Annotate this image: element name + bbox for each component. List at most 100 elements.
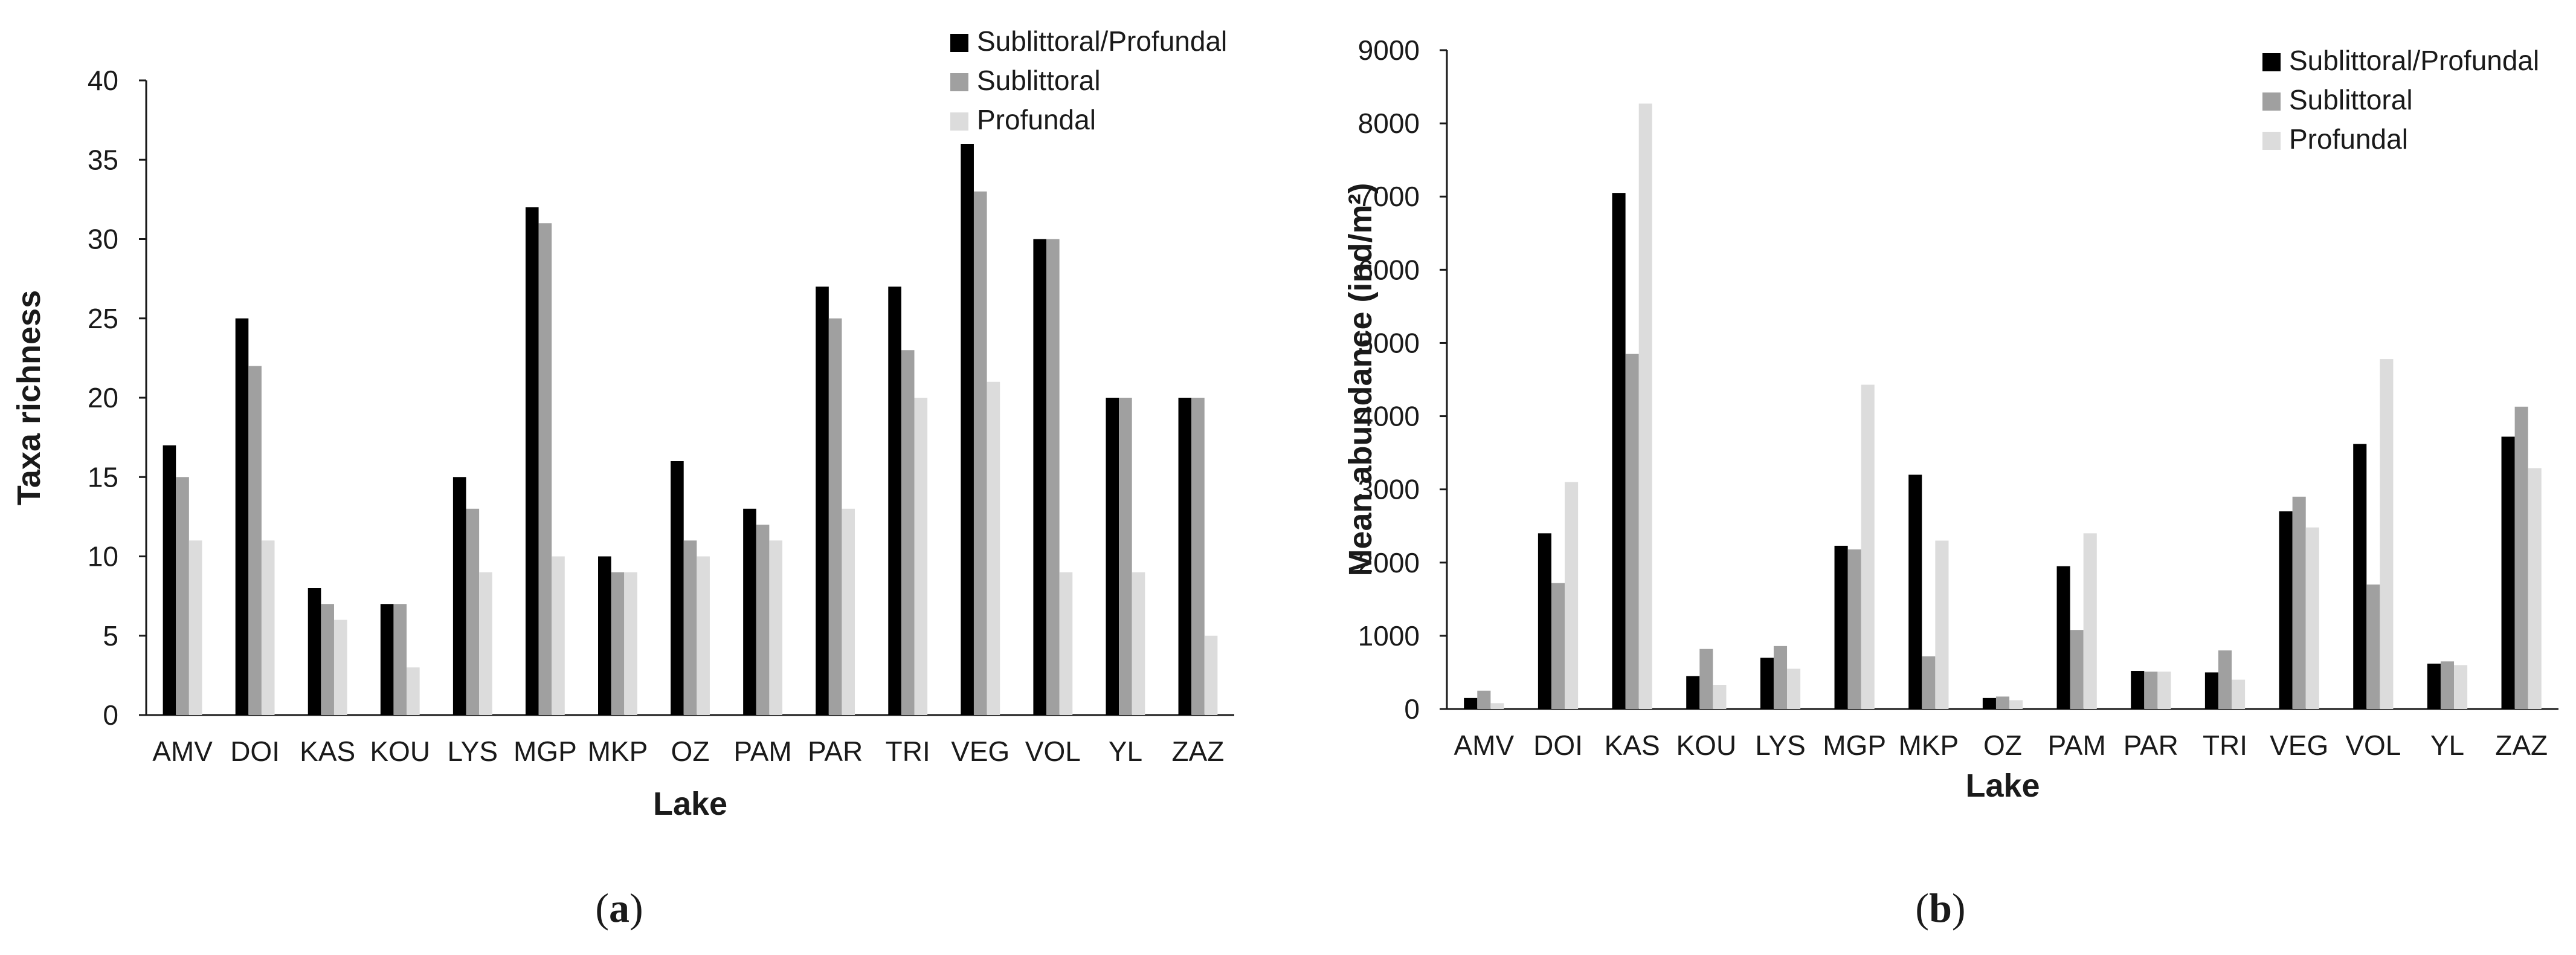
bar-zaz-profundal — [2528, 468, 2542, 709]
bar-doi-profundal — [261, 540, 275, 715]
bar-tri-sublittoral-profundal — [888, 286, 901, 715]
legend-swatch — [2262, 132, 2281, 150]
bar-doi-sublittoral-profundal — [1538, 533, 1551, 709]
bar-kas-profundal — [333, 620, 347, 715]
legend-swatch — [2262, 92, 2281, 111]
bar-oz-sublittoral — [683, 540, 697, 715]
bar-yl-sublittoral-profundal — [1106, 398, 1119, 715]
bar-yl-profundal — [1132, 572, 1145, 715]
bar-pam-sublittoral-profundal — [743, 508, 756, 715]
bar-tri-sublittoral — [2218, 650, 2232, 709]
x-tick-label-yl: YL — [2430, 730, 2464, 761]
bar-vol-profundal — [2380, 359, 2394, 709]
bar-amv-sublittoral-profundal — [163, 445, 176, 715]
bar-kou-sublittoral-profundal — [380, 604, 394, 715]
y-tick-label: 4000 — [1358, 401, 1420, 432]
bar-par-sublittoral-profundal — [2131, 671, 2145, 709]
y-tick-label: 10 — [88, 541, 118, 572]
bar-amv-sublittoral-profundal — [1464, 698, 1478, 709]
bar-vol-sublittoral-profundal — [2353, 444, 2367, 709]
legend-label: Sublittoral/Profundal — [977, 25, 1227, 57]
bar-veg-profundal — [987, 381, 1000, 715]
y-tick-label: 0 — [1404, 693, 1420, 725]
x-tick-label-zaz: ZAZ — [2495, 730, 2548, 761]
x-tick-label-amv: AMV — [152, 736, 213, 767]
legend-swatch — [950, 73, 968, 91]
bar-mgp-sublittoral — [1847, 549, 1861, 709]
bar-mgp-sublittoral-profundal — [525, 207, 539, 715]
y-tick-label: 1000 — [1358, 620, 1420, 652]
x-tick-label-mgp: MGP — [1823, 730, 1886, 761]
bar-par-sublittoral-profundal — [816, 286, 829, 715]
bar-veg-sublittoral — [2292, 496, 2306, 709]
bar-lys-sublittoral — [466, 508, 480, 715]
bar-mkp-sublittoral — [1922, 656, 1936, 709]
bar-doi-profundal — [1565, 482, 1579, 709]
x-tick-label-kou: KOU — [1676, 730, 1736, 761]
bar-amv-sublittoral — [1477, 690, 1491, 709]
y-tick-label: 5 — [103, 620, 118, 652]
y-axis-title: Taxa richness — [11, 290, 47, 505]
x-tick-label-lys: LYS — [1755, 730, 1806, 761]
x-tick-label-doi: DOI — [1533, 730, 1583, 761]
bar-kas-sublittoral-profundal — [1612, 193, 1626, 710]
x-tick-label-mkp: MKP — [588, 736, 648, 767]
bar-par-sublittoral — [2144, 672, 2158, 709]
bar-pam-profundal — [2083, 533, 2097, 709]
x-tick-label-oz: OZ — [671, 736, 710, 767]
panel-label: (b) — [1915, 885, 1965, 931]
bar-doi-sublittoral — [248, 366, 262, 715]
bar-doi-sublittoral — [1551, 583, 1565, 709]
x-tick-label-kas: KAS — [300, 736, 355, 767]
bar-yl-sublittoral — [1119, 398, 1132, 715]
panel-label: (a) — [595, 885, 643, 931]
bar-mkp-sublittoral-profundal — [1908, 474, 1922, 709]
legend: Sublittoral/Profundal Sublittoral Profunda… — [2262, 45, 2539, 155]
x-tick-label-zaz: ZAZ — [1172, 736, 1225, 767]
bar-tri-sublittoral — [901, 350, 915, 715]
bar-veg-sublittoral-profundal — [961, 144, 974, 715]
bar-pam-sublittoral — [756, 525, 770, 715]
bar-oz-profundal — [2009, 700, 2023, 709]
bar-par-profundal — [2157, 672, 2171, 709]
bar-kas-sublittoral — [321, 604, 334, 715]
bar-mkp-profundal — [1935, 540, 1949, 709]
chart-panel-a: 0 5 10 15 20 25 30 35 40 AMV DOI KAS KOU LYS MGP MKP OZ P… — [11, 25, 1234, 931]
panel-label-open: ( — [595, 885, 609, 931]
bar-lys-sublittoral-profundal — [452, 477, 466, 715]
x-tick-label-pam: PAM — [733, 736, 791, 767]
x-tick-label-kou: KOU — [370, 736, 430, 767]
bar-zaz-sublittoral — [1191, 398, 1205, 715]
bar-kou-sublittoral — [393, 604, 407, 715]
x-tick-label-par: PAR — [808, 736, 863, 767]
y-tick-label: 35 — [88, 144, 118, 175]
bar-oz-profundal — [697, 556, 710, 715]
x-tick-label-tri: TRI — [886, 736, 930, 767]
bar-tri-sublittoral-profundal — [2204, 672, 2218, 709]
bar-kou-sublittoral-profundal — [1686, 676, 1700, 709]
panel-label-letter: a — [609, 885, 630, 931]
bar-veg-profundal — [2305, 527, 2319, 709]
bar-vol-sublittoral — [1046, 239, 1060, 715]
y-tick-label: 3000 — [1358, 474, 1420, 505]
x-tick-label-vol: VOL — [1025, 736, 1081, 767]
bar-mgp-profundal — [552, 556, 565, 715]
bar-amv-profundal — [1490, 703, 1504, 709]
bar-zaz-sublittoral-profundal — [2501, 436, 2515, 709]
legend-label: Profundal — [977, 104, 1096, 135]
x-tick-label-pam: PAM — [2048, 730, 2106, 761]
bar-lys-sublittoral — [1773, 646, 1788, 709]
x-tick-label-oz: OZ — [1983, 730, 2022, 761]
x-tick-label-yl: YL — [1109, 736, 1142, 767]
legend-swatch — [2262, 53, 2281, 71]
y-tick-label: 7000 — [1358, 181, 1420, 212]
bar-mkp-sublittoral — [611, 572, 625, 715]
x-tick-label-vol: VOL — [2345, 730, 2401, 761]
bar-lys-profundal — [1787, 668, 1801, 709]
legend-swatch — [950, 34, 968, 52]
bar-pam-sublittoral-profundal — [2056, 566, 2070, 709]
y-tick-label: 2000 — [1358, 547, 1420, 578]
x-tick-label-par: PAR — [2124, 730, 2178, 761]
bar-vol-sublittoral-profundal — [1033, 239, 1047, 715]
y-tick-label: 20 — [88, 382, 118, 413]
